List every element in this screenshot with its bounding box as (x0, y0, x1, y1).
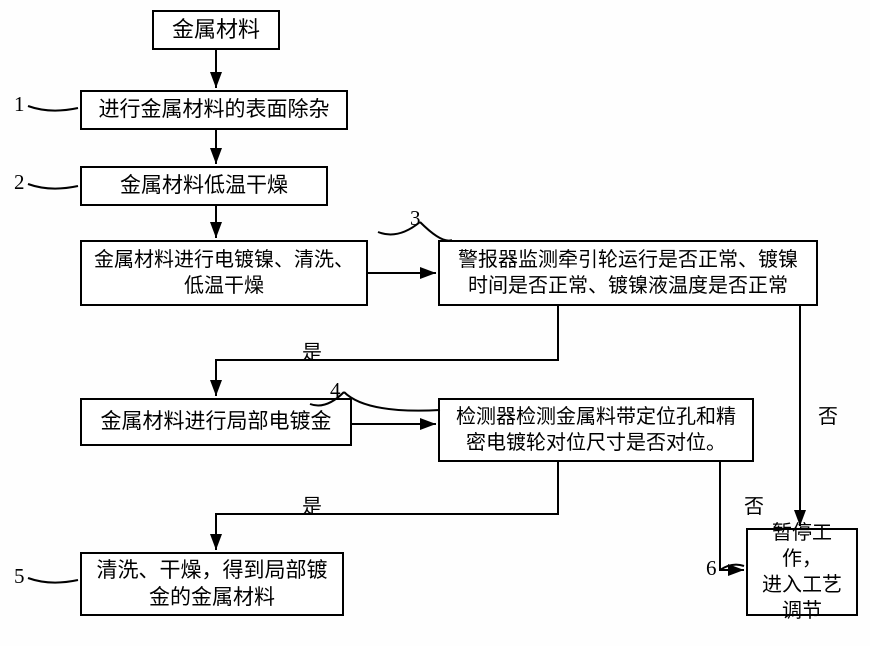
node-step-2: 金属材料低温干燥 (80, 166, 328, 206)
node-step-3a: 金属材料进行电镀镍、清洗、 低温干燥 (80, 240, 368, 306)
node-step-6: 暂停工作， 进入工艺 调节 (746, 528, 858, 616)
node-step-1: 进行金属材料的表面除杂 (80, 90, 348, 130)
edge-label-no-2: 否 (744, 490, 764, 519)
node-step-4a: 金属材料进行局部电镀金 (80, 398, 352, 446)
node-step-5: 清洗、干燥，得到局部镀 金的金属材料 (80, 552, 344, 616)
step-label-6: 6 (706, 556, 717, 581)
edge-label-no-1: 否 (818, 400, 838, 429)
edge-label-yes-2: 是 (302, 490, 322, 519)
node-step-3b: 警报器监测牵引轮运行是否正常、镀镍 时间是否正常、镀镍液温度是否正常 (438, 240, 818, 306)
step-label-4: 4 (330, 378, 341, 403)
step-label-5: 5 (14, 564, 25, 589)
node-start: 金属材料 (152, 10, 280, 50)
edge-label-yes-1: 是 (302, 336, 322, 365)
step-label-1: 1 (14, 92, 25, 117)
node-step-4b: 检测器检测金属料带定位孔和精 密电镀轮对位尺寸是否对位。 (438, 398, 754, 462)
step-label-3: 3 (410, 206, 421, 231)
step-label-2: 2 (14, 170, 25, 195)
